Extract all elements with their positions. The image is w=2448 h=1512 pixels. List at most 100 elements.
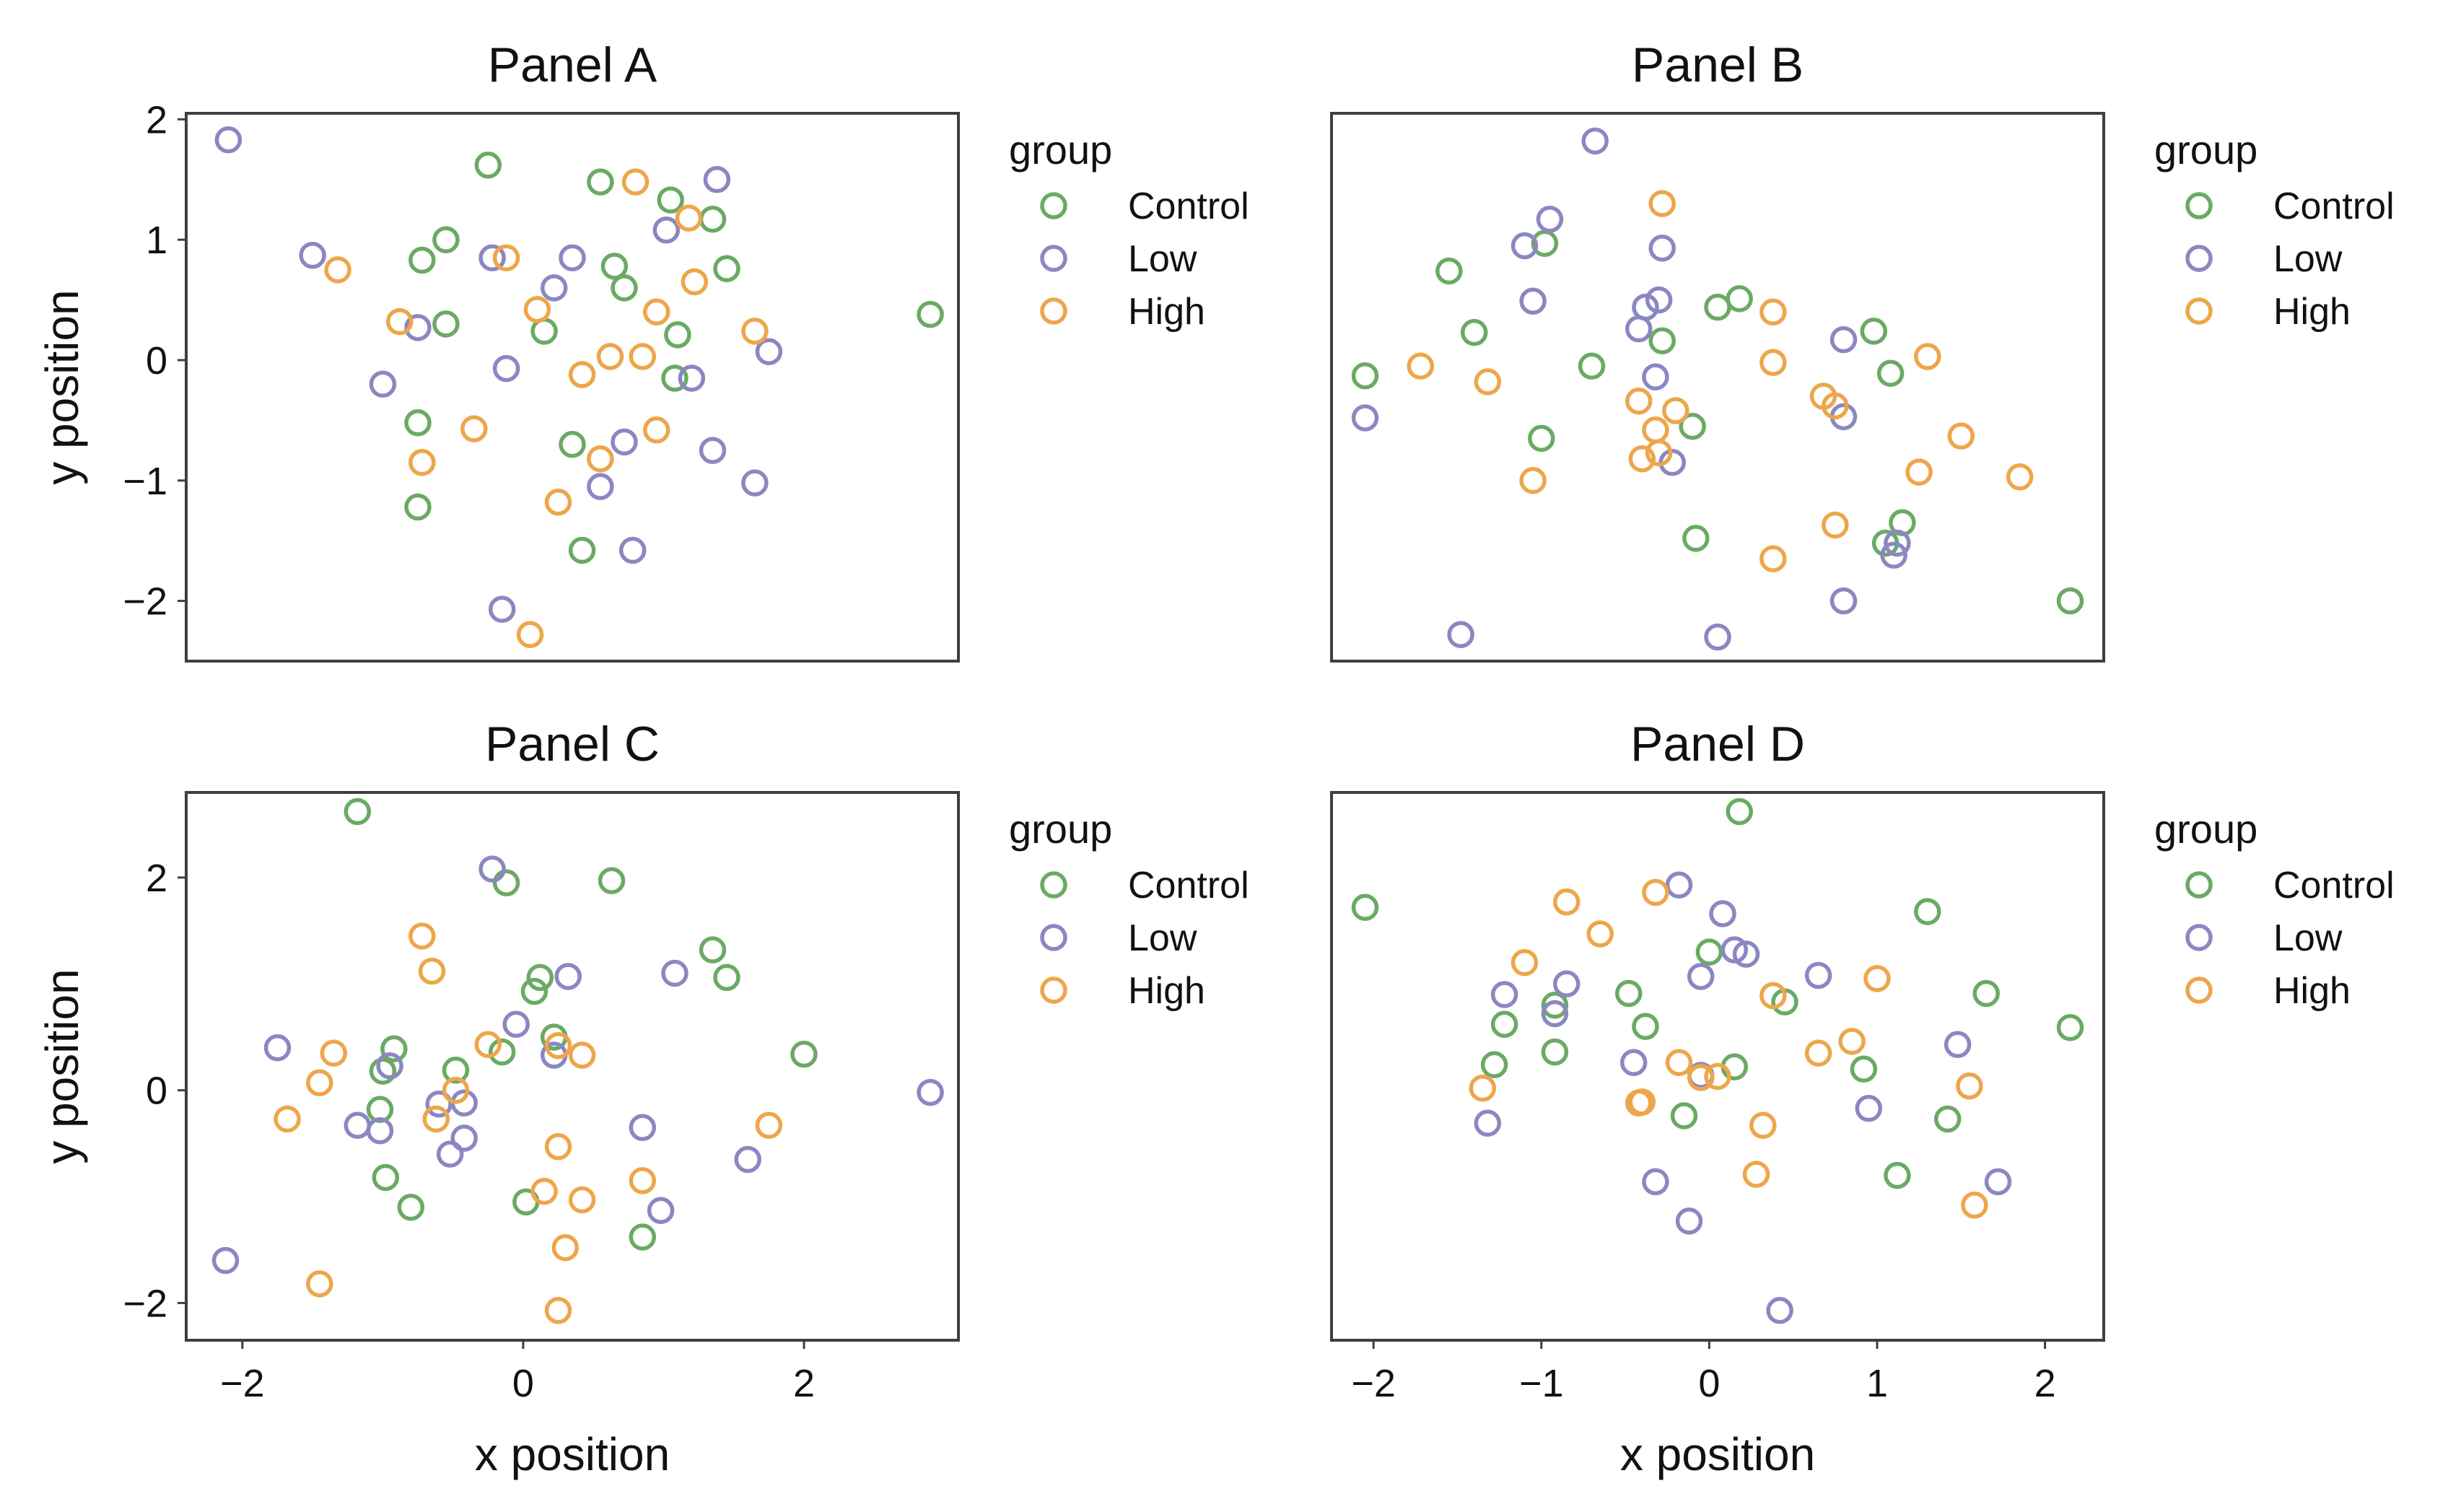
y-tick-label: 0 bbox=[146, 1070, 167, 1113]
panel-title: Panel D bbox=[1630, 717, 1805, 772]
data-point bbox=[1838, 1028, 1866, 1055]
series-control bbox=[344, 797, 818, 1251]
series-high bbox=[1469, 878, 1988, 1219]
data-point bbox=[1628, 1088, 1656, 1116]
data-point bbox=[1460, 318, 1488, 346]
data-point bbox=[1721, 936, 1749, 963]
data-point bbox=[492, 244, 520, 271]
legend-label: Control bbox=[1128, 185, 1249, 227]
data-point bbox=[600, 253, 629, 280]
legend-item-control: Control bbox=[1040, 865, 1249, 906]
data-point bbox=[214, 126, 242, 154]
data-point bbox=[1519, 287, 1547, 315]
legend-label: Control bbox=[2273, 185, 2395, 227]
data-point bbox=[404, 493, 432, 521]
data-point bbox=[397, 1194, 425, 1221]
data-point bbox=[1662, 397, 1689, 424]
data-point bbox=[1474, 1109, 1502, 1137]
data-point bbox=[1884, 529, 1911, 557]
series-low bbox=[1351, 127, 1911, 651]
data-point bbox=[1687, 1064, 1715, 1091]
data-point bbox=[516, 621, 544, 649]
data-point bbox=[1642, 416, 1669, 444]
data-point bbox=[1541, 1000, 1569, 1028]
legend-label: Low bbox=[1128, 917, 1197, 959]
legend-item-low: Low bbox=[2185, 238, 2343, 280]
data-point bbox=[418, 957, 446, 985]
data-point bbox=[642, 298, 670, 325]
legend-marker bbox=[2185, 192, 2213, 219]
data-point bbox=[1407, 352, 1435, 380]
data-point bbox=[299, 242, 326, 269]
data-point bbox=[1961, 1192, 1988, 1219]
data-point bbox=[1480, 1051, 1508, 1079]
legend-marker bbox=[1040, 924, 1067, 951]
data-point bbox=[1679, 412, 1706, 440]
legend-title: group bbox=[2154, 127, 2257, 172]
data-point bbox=[1804, 961, 1832, 989]
x-tick-label: −2 bbox=[220, 1362, 265, 1405]
legend-item-high: High bbox=[1040, 291, 1205, 333]
x-tick-label: 2 bbox=[2034, 1362, 2056, 1405]
data-point bbox=[425, 1091, 453, 1118]
data-point bbox=[1726, 285, 1753, 313]
data-point bbox=[1766, 1296, 1793, 1324]
data-point bbox=[1822, 511, 1849, 539]
data-point bbox=[544, 1032, 572, 1059]
data-point bbox=[344, 797, 372, 826]
data-point bbox=[422, 1105, 450, 1133]
data-point bbox=[1586, 920, 1614, 948]
data-point bbox=[1632, 1013, 1659, 1040]
panels: Panel A −2 −1 0 1 2 y position group Control Low H… bbox=[36, 38, 2395, 1480]
legend-marker bbox=[2185, 976, 2213, 1004]
data-point bbox=[587, 168, 614, 196]
legend-marker bbox=[1040, 871, 1067, 899]
data-point bbox=[741, 318, 769, 345]
data-point bbox=[1351, 893, 1379, 921]
panel-title: Panel A bbox=[488, 38, 657, 92]
data-point bbox=[1645, 439, 1673, 467]
data-point bbox=[741, 469, 769, 497]
plot-frame bbox=[1330, 791, 2105, 1342]
data-point bbox=[1760, 349, 1787, 377]
legend-marker bbox=[1040, 976, 1067, 1004]
y-tick-label: −2 bbox=[123, 1282, 167, 1325]
data-point bbox=[642, 416, 670, 444]
legend-item-high: High bbox=[2185, 291, 2351, 333]
data-point bbox=[366, 1116, 394, 1145]
legend-item-high: High bbox=[2185, 970, 2351, 1012]
legend-label: Low bbox=[2273, 917, 2343, 959]
legend-label: Control bbox=[2273, 865, 2395, 906]
data-point bbox=[1536, 206, 1564, 233]
data-point bbox=[611, 428, 638, 456]
data-point bbox=[263, 1034, 292, 1062]
data-point bbox=[1552, 888, 1581, 916]
data-point bbox=[1749, 1111, 1777, 1140]
data-point bbox=[568, 1041, 596, 1069]
data-point bbox=[1914, 343, 1941, 370]
legend-title: group bbox=[1009, 806, 1112, 852]
data-point bbox=[568, 1186, 596, 1214]
data-point bbox=[554, 963, 582, 990]
data-point bbox=[369, 370, 397, 398]
data-point bbox=[1490, 981, 1518, 1008]
data-point bbox=[2056, 1013, 2084, 1041]
series-control bbox=[404, 151, 944, 564]
legend: group Control Low High bbox=[2154, 127, 2395, 333]
data-point bbox=[699, 936, 727, 963]
legend: group Control Low High bbox=[2154, 806, 2395, 1012]
data-point bbox=[474, 151, 502, 179]
data-point bbox=[1914, 898, 1941, 925]
y-tick-label: 2 bbox=[146, 98, 167, 141]
y-axis-label: y position bbox=[36, 969, 88, 1163]
data-point bbox=[460, 415, 488, 442]
legend-marker bbox=[2185, 245, 2213, 272]
legend-title: group bbox=[2154, 806, 2257, 852]
data-point bbox=[1581, 127, 1609, 155]
legend-marker bbox=[1040, 297, 1067, 325]
data-point bbox=[1709, 900, 1736, 927]
data-point bbox=[1578, 352, 1606, 380]
data-point bbox=[661, 959, 688, 987]
data-point bbox=[647, 1197, 675, 1224]
x-axis-label: x position bbox=[1620, 1428, 1815, 1480]
